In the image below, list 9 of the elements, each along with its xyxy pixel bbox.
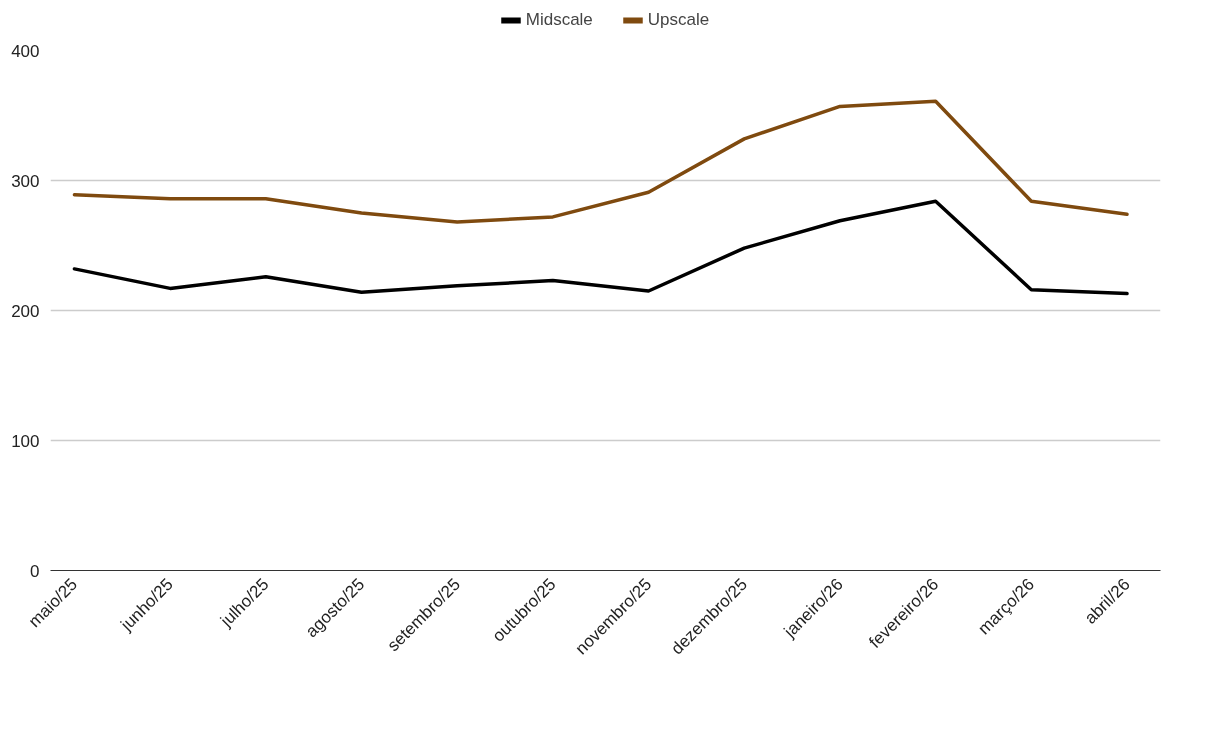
y-tick-label: 300 [11,171,40,191]
line-series [72,99,1129,224]
legend-label: Midscale [525,10,593,30]
y-tick-label: 200 [11,301,40,321]
legend-label: Upscale [647,10,710,30]
y-tick-label: 0 [30,561,40,581]
line-series [72,199,1129,296]
y-tick-label: 100 [11,431,40,451]
y-tick-label: 400 [11,41,40,61]
